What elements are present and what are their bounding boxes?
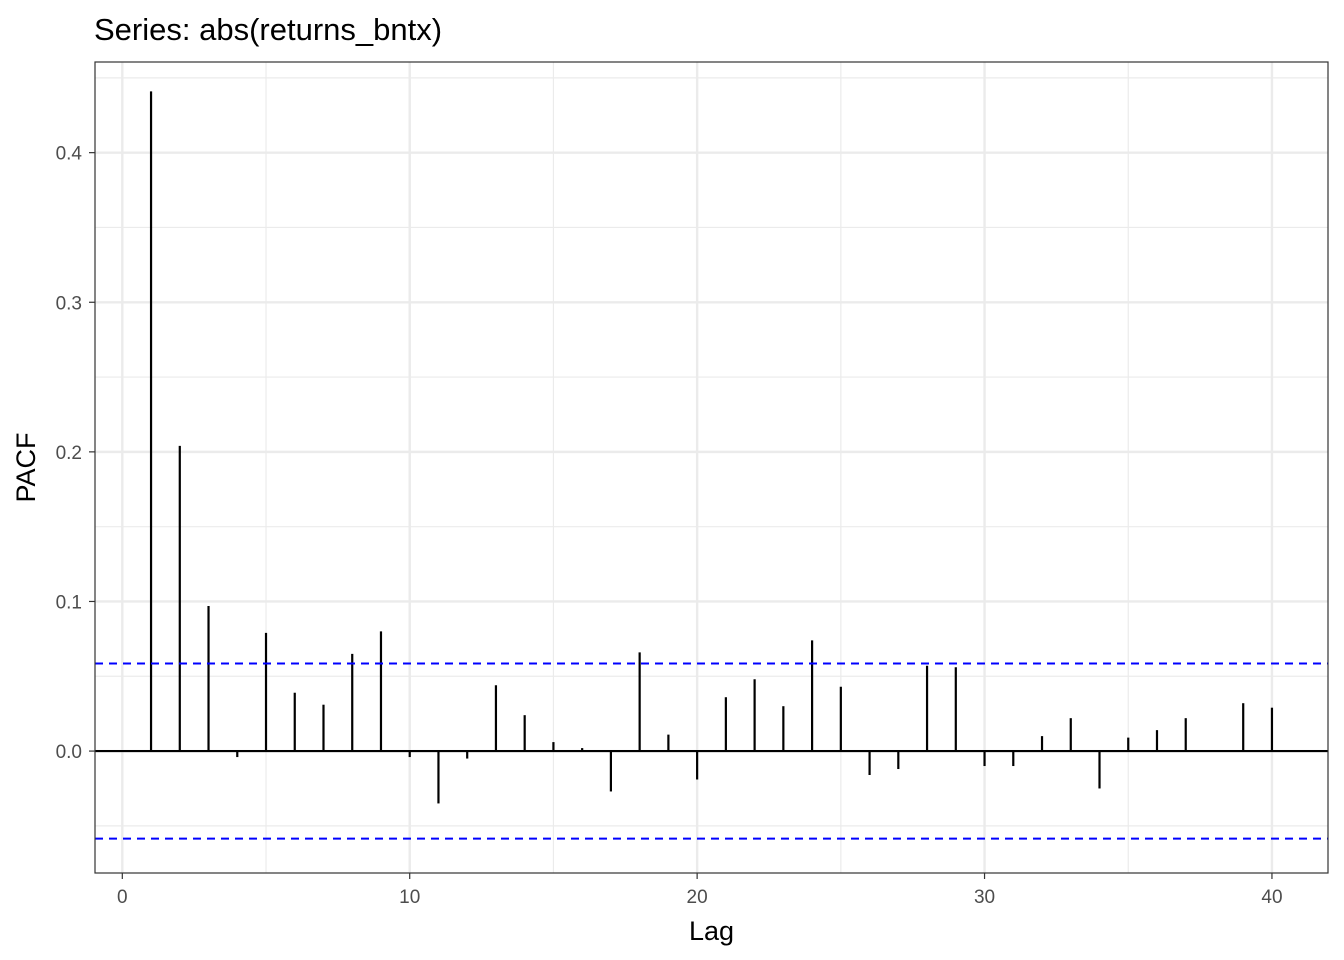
y-tick-label: 0.4 <box>56 144 83 165</box>
minor-gridlines <box>95 62 1328 873</box>
x-tick-label: 30 <box>974 887 995 908</box>
confidence-bounds <box>95 662 1328 840</box>
y-axis-ticks: 0.0 0.1 0.2 0.3 0.4 <box>56 144 95 763</box>
x-tick-label: 0 <box>117 887 128 908</box>
pacf-bars <box>95 91 1328 804</box>
x-tick-label: 20 <box>687 887 708 908</box>
x-tick-label: 10 <box>399 887 420 908</box>
x-axis-ticks: 0 10 20 30 40 <box>117 873 1283 908</box>
x-axis-title: Lag <box>689 916 734 946</box>
panel-border <box>94 61 1329 874</box>
x-tick-label: 40 <box>1261 887 1282 908</box>
y-tick-label: 0.1 <box>56 592 82 613</box>
major-gridlines <box>95 62 1328 873</box>
chart-title: Series: abs(returns_bntx) <box>94 12 442 47</box>
y-tick-label: 0.2 <box>56 443 82 464</box>
y-tick-label: 0.0 <box>56 742 82 763</box>
y-axis-title: PACF <box>11 432 41 502</box>
y-tick-label: 0.3 <box>56 293 82 314</box>
